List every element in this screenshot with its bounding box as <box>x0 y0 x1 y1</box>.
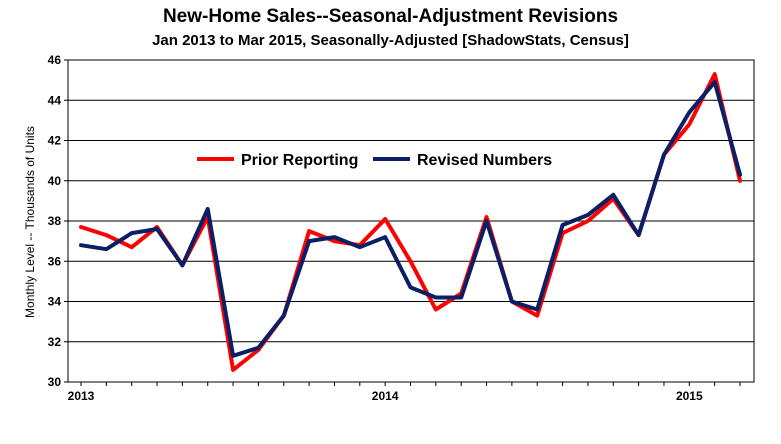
chart-title: New-Home Sales--Seasonal-Adjustment Revi… <box>162 6 619 27</box>
y-tick-label: 36 <box>48 254 62 268</box>
x-tick-label: 2015 <box>676 389 703 403</box>
x-tick-label: 2013 <box>68 389 95 403</box>
legend-label: Prior Reporting <box>241 152 358 169</box>
x-tick-label: 2014 <box>372 389 399 403</box>
y-tick-label: 46 <box>48 53 62 67</box>
chart-subtitle: Jan 2013 to Mar 2015, Seasonally-Adjuste… <box>152 32 629 49</box>
y-tick-label: 42 <box>48 134 62 148</box>
y-tick-label: 38 <box>48 214 62 228</box>
series-line-revised-numbers <box>79 80 742 358</box>
y-tick-label: 44 <box>48 93 62 107</box>
y-tick-label: 34 <box>48 295 62 309</box>
y-axis-label: Monthly Level -- Thousands of Units <box>23 126 37 318</box>
y-tick-label: 32 <box>48 335 62 349</box>
y-tick-label: 40 <box>48 174 62 188</box>
y-tick-label: 30 <box>48 375 62 389</box>
legend-label: Revised Numbers <box>417 152 552 169</box>
